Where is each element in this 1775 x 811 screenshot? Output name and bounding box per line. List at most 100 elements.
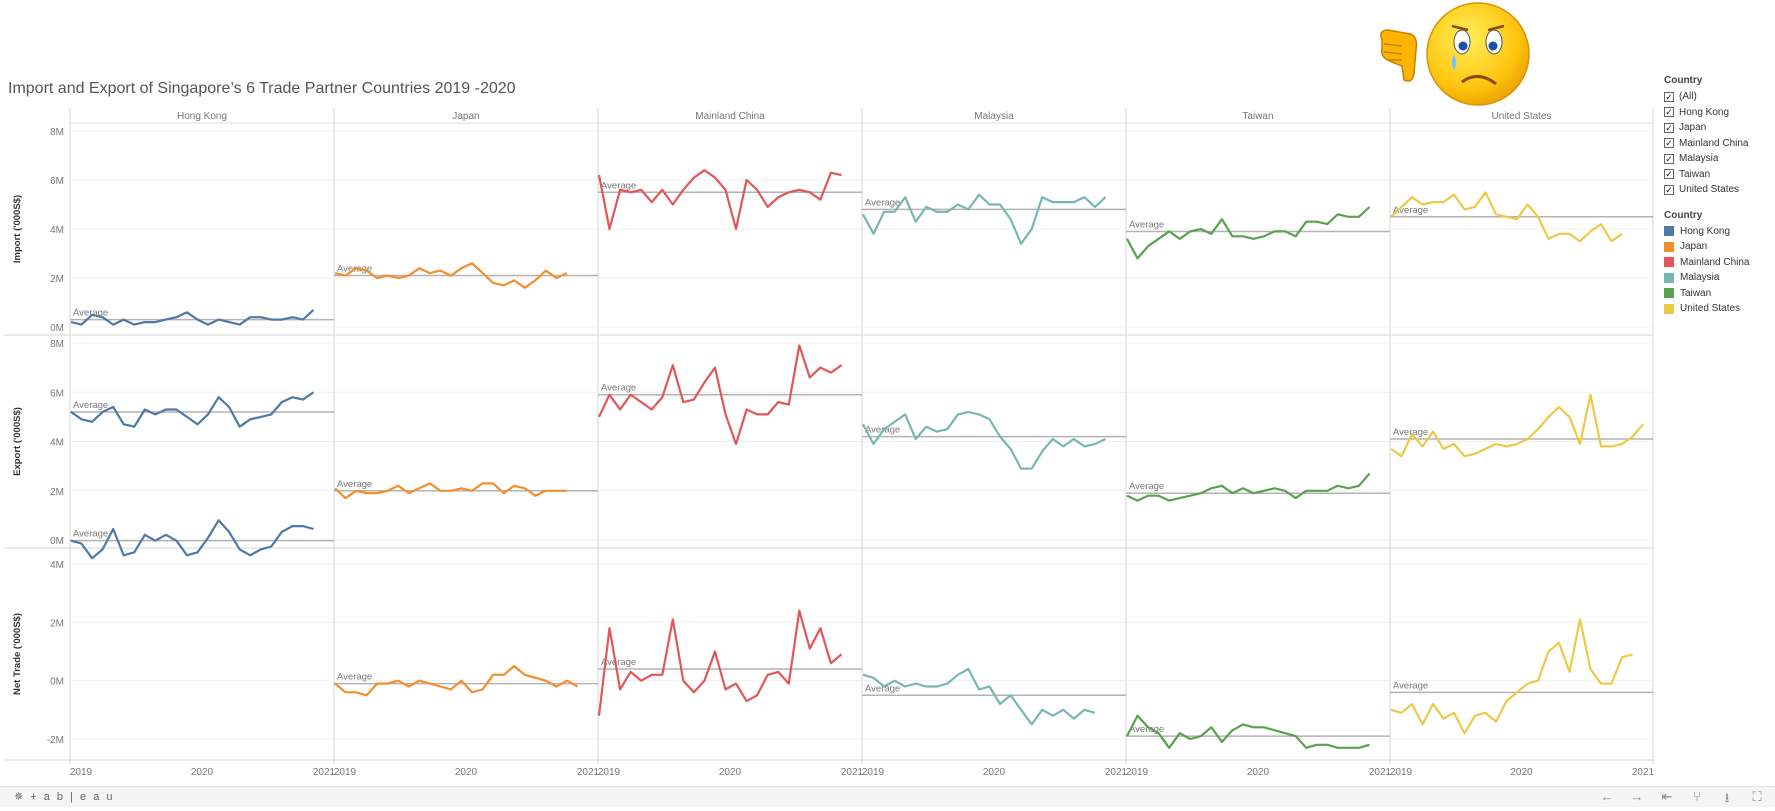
revert-icon[interactable]: ⇤: [1661, 789, 1673, 804]
x-tick-label: 2019: [862, 767, 885, 778]
average-label: Average: [865, 197, 900, 208]
x-tick-label: 2019: [598, 767, 621, 778]
filter-item[interactable]: ✓ Malaysia: [1664, 151, 1750, 167]
legend-label: Taiwan: [1680, 287, 1712, 299]
legend-item[interactable]: Malaysia: [1664, 270, 1750, 286]
x-tick-label: 2021: [1369, 767, 1392, 778]
filter-item-label: Taiwan: [1679, 168, 1711, 180]
y-tick-label: 0M: [50, 536, 64, 547]
average-label: Average: [1393, 205, 1428, 216]
x-tick-label: 2021: [1105, 767, 1128, 778]
series-line: [862, 410, 1106, 470]
share-icon[interactable]: ⑂: [1693, 789, 1701, 804]
column-header: Japan: [452, 111, 479, 122]
x-tick-label: 2020: [983, 767, 1006, 778]
y-tick-label: 4M: [50, 225, 64, 236]
legend-item[interactable]: United States: [1664, 301, 1750, 317]
legend-panel: Country ✓ (All) ✓ Hong Kong ✓ Japan ✓ Mainland …: [1664, 75, 1750, 317]
average-label: Average: [337, 672, 372, 683]
series-line: [1126, 472, 1371, 502]
average-label: Average: [1129, 219, 1164, 230]
x-tick-label: 2020: [719, 767, 742, 778]
series-line: [598, 344, 843, 446]
series-line: [1126, 714, 1370, 749]
series-line: [597, 609, 843, 716]
average-label: Average: [1393, 427, 1428, 438]
x-tick-label: 2021: [577, 767, 600, 778]
average-label: Average: [1129, 724, 1164, 735]
y-tick-label: 6M: [50, 388, 64, 399]
average-label: Average: [73, 529, 108, 540]
checkbox-checked-icon[interactable]: ✓: [1664, 184, 1674, 195]
checkbox-checked-icon[interactable]: ✓: [1664, 91, 1674, 102]
y-tick-label: 0M: [50, 323, 64, 334]
x-tick-label: 2019: [70, 767, 93, 778]
toolbar: ← → ⇤ ⑂ ⭳ ⛶: [1599, 789, 1765, 811]
x-tick-label: 2019: [1390, 767, 1413, 778]
checkbox-checked-icon[interactable]: ✓: [1664, 107, 1674, 118]
legend-label: Japan: [1680, 241, 1708, 253]
average-label: Average: [601, 383, 636, 394]
filter-item[interactable]: ✓ Mainland China: [1664, 136, 1750, 152]
average-label: Average: [865, 683, 900, 694]
average-label: Average: [73, 400, 108, 411]
redo-icon[interactable]: →: [1630, 789, 1644, 804]
x-tick-label: 2020: [455, 767, 478, 778]
average-label: Average: [73, 308, 108, 319]
checkbox-checked-icon[interactable]: ✓: [1664, 153, 1674, 164]
legend-item[interactable]: Mainland China: [1664, 255, 1750, 271]
y-tick-label: 8M: [50, 127, 64, 138]
series-line: [1390, 191, 1623, 243]
color-legend: Hong Kong Japan Mainland China Malaysia Taiw…: [1664, 224, 1750, 317]
fullscreen-icon[interactable]: ⛶: [1752, 789, 1762, 804]
filter-item[interactable]: ✓ Hong Kong: [1664, 105, 1750, 121]
filter-item-label: Japan: [1679, 122, 1707, 134]
legend-label: Mainland China: [1680, 256, 1750, 268]
legend-label: United States: [1680, 303, 1741, 315]
legend-item[interactable]: Japan: [1664, 239, 1750, 255]
average-label: Average: [601, 180, 636, 191]
x-tick-label: 2021: [1632, 767, 1655, 778]
series-line: [597, 169, 842, 231]
column-header: United States: [1491, 111, 1551, 122]
tableau-footer: ✵ + a b | e a u ← → ⇤ ⑂ ⭳ ⛶: [0, 786, 1775, 807]
average-label: Average: [1393, 680, 1428, 691]
x-tick-label: 2021: [841, 767, 864, 778]
legend-item[interactable]: Taiwan: [1664, 286, 1750, 302]
filter-item[interactable]: ✓ United States: [1664, 182, 1750, 198]
y-tick-label: 4M: [50, 560, 64, 571]
checkbox-checked-icon[interactable]: ✓: [1664, 169, 1674, 180]
column-header: Malaysia: [974, 111, 1014, 122]
series-line: [1126, 206, 1371, 260]
series-line: [334, 664, 579, 697]
checkbox-checked-icon[interactable]: ✓: [1664, 138, 1674, 149]
sad-thumbs-down-emoji: [1380, 2, 1530, 106]
filter-item-label: Malaysia: [1679, 153, 1719, 165]
average-label: Average: [337, 479, 372, 490]
legend-item[interactable]: Hong Kong: [1664, 224, 1750, 240]
legend-label: Malaysia: [1680, 272, 1720, 284]
legend-swatch: [1664, 226, 1674, 237]
undo-icon[interactable]: ←: [1600, 789, 1614, 804]
series-line: [70, 391, 315, 428]
legend-label: Hong Kong: [1680, 225, 1731, 237]
filter-item-label: (All): [1679, 91, 1697, 103]
checkbox-checked-icon[interactable]: ✓: [1664, 122, 1674, 133]
tableau-logo: ✵ + a b | e a u: [14, 791, 115, 803]
x-tick-label: 2020: [1510, 767, 1533, 778]
x-tick-label: 2020: [1247, 767, 1270, 778]
filter-title: Country: [1664, 75, 1703, 86]
country-filter: ✓ (All) ✓ Hong Kong ✓ Japan ✓ Mainland China ✓ Ma…: [1664, 89, 1750, 198]
filter-item-label: Hong Kong: [1679, 106, 1730, 118]
filter-item[interactable]: ✓ Japan: [1664, 120, 1750, 136]
average-label: Average: [601, 657, 636, 668]
filter-item[interactable]: ✓ Taiwan: [1664, 167, 1750, 183]
series-line: [334, 262, 568, 289]
column-header: Taiwan: [1242, 111, 1273, 122]
series-line: [1390, 618, 1633, 735]
filter-item[interactable]: ✓ (All): [1664, 89, 1750, 105]
download-icon[interactable]: ⭳: [1724, 790, 1730, 805]
x-tick-label: 2021: [313, 767, 336, 778]
x-tick-label: 2019: [334, 767, 357, 778]
y-tick-label: 2M: [50, 487, 64, 498]
